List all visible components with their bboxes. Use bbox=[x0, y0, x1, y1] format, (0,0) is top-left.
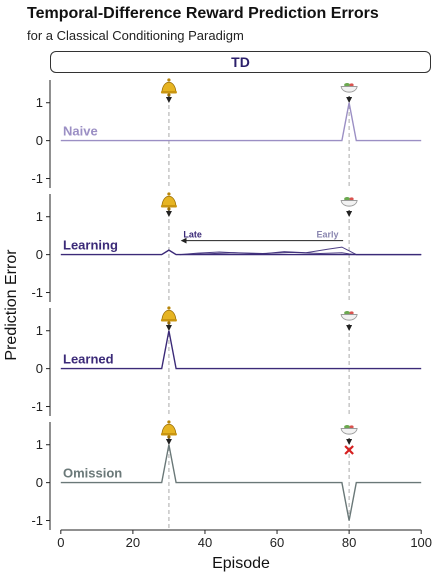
red-x-icon bbox=[344, 445, 354, 455]
panel-label: Learned bbox=[63, 352, 114, 367]
bowl-body bbox=[340, 428, 358, 435]
food-greens bbox=[344, 83, 351, 87]
y-axis-title: Prediction Error bbox=[3, 249, 20, 361]
chart-subtitle: for a Classical Conditioning Paradigm bbox=[27, 28, 244, 43]
series-line-learned bbox=[60, 330, 422, 370]
x-tick-label: 100 bbox=[410, 535, 432, 550]
food-bowl-icon bbox=[340, 83, 358, 93]
x-tick-label: 80 bbox=[342, 535, 356, 550]
x-axis: 0 20 40 60 80 100 Episode bbox=[57, 529, 432, 572]
x-stroke-b bbox=[344, 445, 354, 455]
bell-clapper bbox=[167, 207, 171, 211]
bell-clapper bbox=[167, 93, 171, 97]
panel-label: Learning bbox=[63, 238, 118, 253]
y-tick-label: 0 bbox=[36, 247, 43, 262]
food-bowl-icon bbox=[340, 197, 358, 207]
y-tick-label: -1 bbox=[31, 171, 43, 186]
x-tick-label: 60 bbox=[270, 535, 284, 550]
bell-icon bbox=[160, 306, 177, 325]
bell-rim bbox=[160, 205, 177, 208]
panel-label: Naive bbox=[63, 124, 98, 139]
bell-body bbox=[161, 81, 177, 93]
x-tick-label: 0 bbox=[57, 535, 64, 550]
bell-top bbox=[167, 78, 171, 82]
y-tick-label: 0 bbox=[36, 133, 43, 148]
panel-learned: -1 0 1 Learned bbox=[31, 306, 422, 416]
series-line-omission bbox=[60, 444, 422, 521]
y-tick-label: 1 bbox=[36, 209, 43, 224]
y-tick-label: 1 bbox=[36, 437, 43, 452]
series-line-learning bbox=[60, 249, 422, 256]
food-greens bbox=[344, 311, 351, 315]
late-label: Late bbox=[183, 230, 202, 240]
food-bowl-icon bbox=[340, 425, 358, 435]
y-tick-label: 1 bbox=[36, 95, 43, 110]
panel-label: Omission bbox=[63, 466, 122, 481]
bell-body bbox=[161, 309, 177, 321]
food-tomato bbox=[349, 197, 354, 201]
food-greens bbox=[344, 425, 351, 429]
food-tomato bbox=[349, 83, 354, 87]
bell-clapper bbox=[167, 435, 171, 439]
chart-title: Temporal-Difference Reward Prediction Er… bbox=[27, 5, 379, 22]
panel-learning: -1 0 1 Learning Late Early bbox=[31, 192, 422, 302]
bell-body bbox=[161, 423, 177, 435]
bell-icon bbox=[160, 420, 177, 439]
bell-top bbox=[167, 192, 171, 196]
panel-omission: -1 0 1 Omission bbox=[31, 420, 422, 530]
y-tick-label: 1 bbox=[36, 323, 43, 338]
bell-rim bbox=[160, 319, 177, 322]
food-tomato bbox=[349, 311, 354, 315]
early-label: Early bbox=[316, 230, 338, 240]
y-tick-label: 0 bbox=[36, 475, 43, 490]
bell-top bbox=[167, 420, 171, 424]
y-tick-label: 0 bbox=[36, 361, 43, 376]
bell-rim bbox=[160, 91, 177, 94]
y-tick-label: -1 bbox=[31, 513, 43, 528]
x-tick-label: 40 bbox=[198, 535, 212, 550]
bowl-body bbox=[340, 200, 358, 207]
y-tick-label: -1 bbox=[31, 399, 43, 414]
food-tomato bbox=[349, 425, 354, 429]
food-bowl-icon bbox=[340, 311, 358, 321]
bell-icon bbox=[160, 192, 177, 211]
bowl-body bbox=[340, 86, 358, 93]
facet-strip: TD bbox=[50, 51, 431, 73]
bell-body bbox=[161, 195, 177, 207]
y-tick-label: -1 bbox=[31, 285, 43, 300]
series-line-naive bbox=[60, 102, 422, 142]
bell-clapper bbox=[167, 321, 171, 325]
panel-naive: -1 0 1 Naive bbox=[31, 78, 422, 188]
bell-top bbox=[167, 306, 171, 310]
x-axis-title: Episode bbox=[212, 555, 270, 572]
bell-rim bbox=[160, 433, 177, 436]
x-tick-label: 20 bbox=[126, 535, 140, 550]
bell-icon bbox=[160, 78, 177, 97]
food-greens bbox=[344, 197, 351, 201]
bowl-body bbox=[340, 314, 358, 321]
